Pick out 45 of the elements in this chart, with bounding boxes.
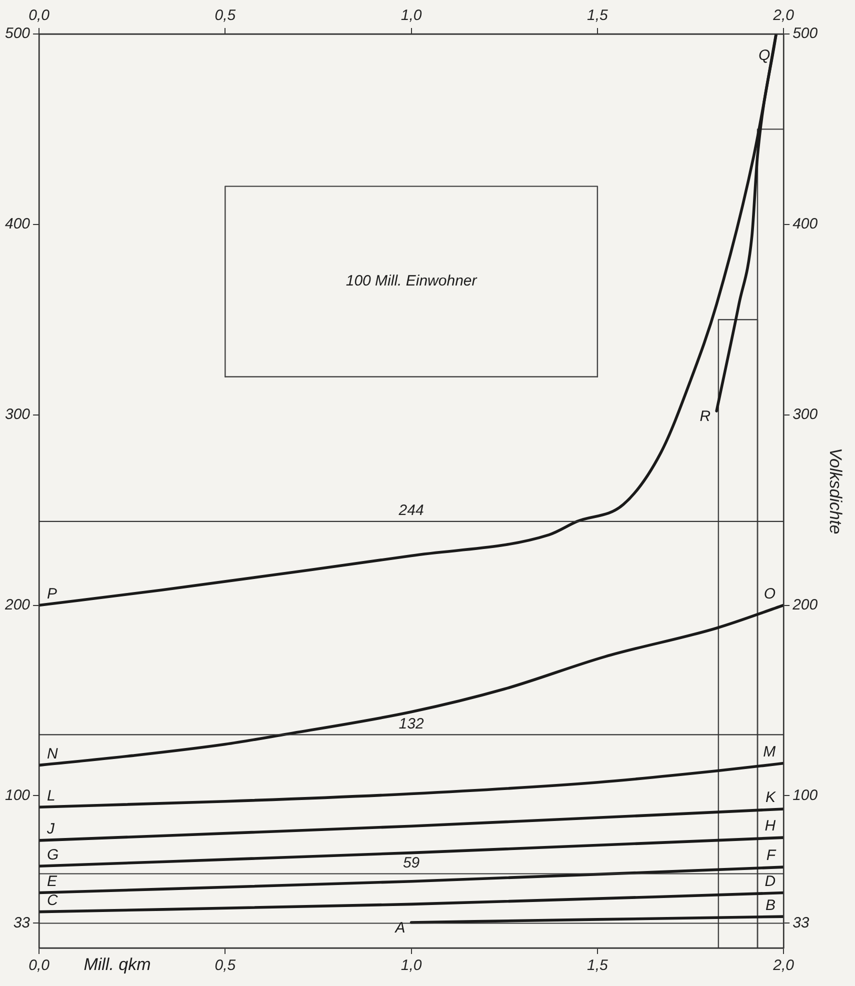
x2-tick-label: 2,0 bbox=[772, 7, 795, 24]
x-tick-label: 0,5 bbox=[214, 957, 236, 974]
annotation: A bbox=[394, 920, 406, 937]
y2-tick-label: 400 bbox=[792, 216, 818, 233]
ref-line-label: 132 bbox=[398, 715, 424, 732]
x-tick-label: 1,0 bbox=[400, 957, 422, 974]
annotation: 100 Mill. Einwohner bbox=[346, 272, 478, 290]
annotation: H bbox=[764, 818, 776, 835]
x-tick-label: 0,0 bbox=[28, 957, 50, 974]
x-tick-label: 2,0 bbox=[772, 957, 795, 974]
annotation: P bbox=[47, 585, 58, 602]
ref-line-label: 244 bbox=[398, 502, 424, 520]
annotation: E bbox=[47, 872, 58, 890]
ref-line-label: 59 bbox=[402, 854, 420, 872]
y-tick-label: 300 bbox=[4, 406, 31, 424]
x2-tick-label: 1,0 bbox=[400, 7, 422, 24]
annotation: B bbox=[766, 896, 776, 914]
annotation: G bbox=[47, 846, 60, 864]
y-tick-label: 500 bbox=[4, 25, 31, 42]
y2-tick-label: 300 bbox=[792, 406, 818, 424]
annotation: N bbox=[47, 745, 58, 762]
y2-tick-label: 500 bbox=[792, 25, 818, 42]
x-tick-label: 1,5 bbox=[587, 957, 609, 974]
annotation: O bbox=[764, 585, 776, 602]
x-axis-title: Mill. qkm bbox=[84, 955, 151, 974]
y2-tick-label: 200 bbox=[792, 596, 818, 614]
annotation: R bbox=[700, 408, 711, 426]
x2-tick-label: 0,5 bbox=[214, 7, 236, 24]
y2-axis-title: Volksdichte bbox=[826, 448, 846, 534]
y-tick-label: 100 bbox=[4, 786, 31, 804]
annotation: Q bbox=[758, 47, 770, 64]
annotation: M bbox=[763, 743, 776, 760]
y2-tick-label: 100 bbox=[792, 786, 818, 804]
annotation: K bbox=[766, 789, 777, 806]
y2-tick-label: 33 bbox=[792, 914, 810, 932]
annotation: J bbox=[46, 820, 56, 838]
x2-tick-label: 0,0 bbox=[28, 7, 50, 24]
annotation: F bbox=[766, 847, 776, 864]
annotation: C bbox=[47, 892, 58, 909]
annotation: D bbox=[764, 872, 776, 890]
x2-tick-label: 1,5 bbox=[587, 7, 609, 24]
y-tick-label: 400 bbox=[4, 216, 31, 233]
y-tick-label: 33 bbox=[13, 914, 31, 932]
annotation: L bbox=[47, 787, 56, 804]
y-tick-label: 200 bbox=[4, 596, 31, 614]
